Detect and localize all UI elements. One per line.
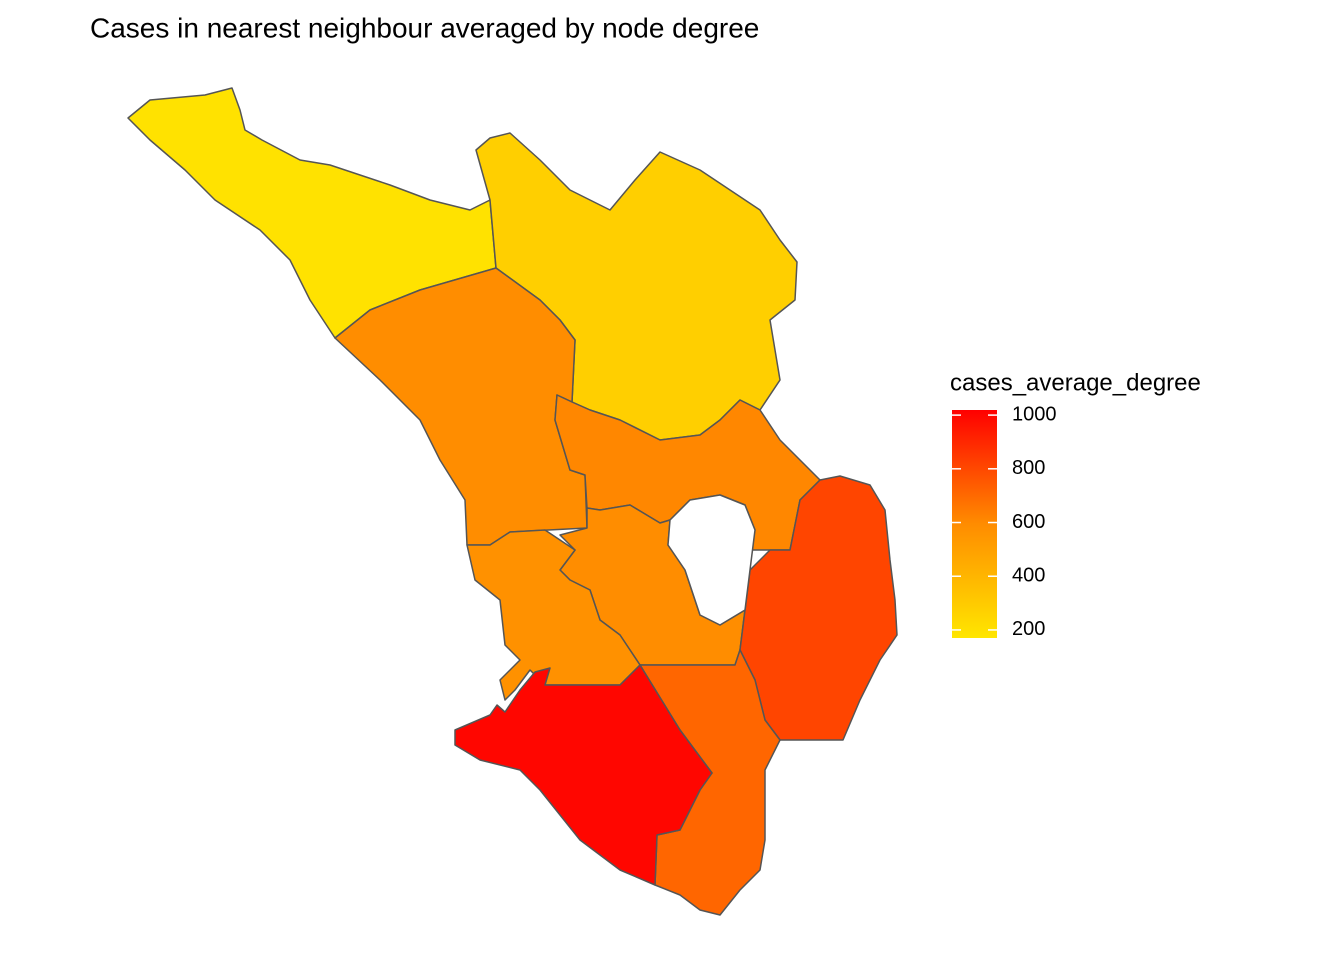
colorbar xyxy=(952,410,997,638)
regions xyxy=(127,87,898,916)
colorbar-tick-label: 400 xyxy=(1012,565,1045,587)
colorbar-tick-label: 800 xyxy=(1012,457,1045,479)
region xyxy=(127,87,497,339)
legend: 200 400 600 800 1000 xyxy=(952,403,1057,640)
region xyxy=(739,475,898,741)
colorbar-tick-label: 200 xyxy=(1012,618,1045,640)
region xyxy=(334,267,588,546)
colorbar-tick-label: 1000 xyxy=(1012,403,1057,425)
map-title: Cases in nearest neighbour averaged by n… xyxy=(90,12,759,43)
colorbar-tick-label: 600 xyxy=(1012,511,1045,533)
region xyxy=(454,664,713,886)
unassigned-area xyxy=(667,494,756,626)
legend-title: cases_average_degree xyxy=(950,369,1201,396)
